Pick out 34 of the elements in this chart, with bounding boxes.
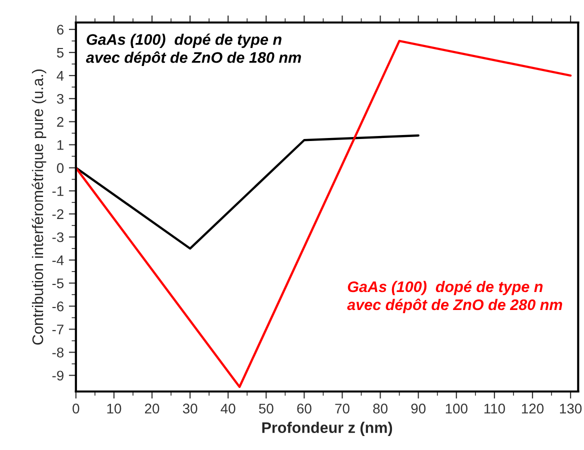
text: GaAs (100) dopé de type n avec dépôt de ZnO de 180 nm [86, 34, 301, 66]
y-tick-label: 2 [57, 117, 64, 127]
x-tick-label: 50 [258, 404, 274, 414]
y-tick-label: 1 [57, 140, 64, 150]
x-tick-label: 110 [484, 404, 505, 414]
y-tick-label: -1 [52, 186, 64, 196]
y-tick-label: -2 [52, 209, 64, 219]
x-tick-label: 0 [72, 404, 80, 414]
y-tick-label: -6 [52, 302, 64, 312]
x-tick-label: 120 [522, 404, 544, 414]
x-tick-label: 80 [373, 404, 388, 414]
y-tick-label: -5 [52, 278, 64, 288]
y-tick-label: -8 [52, 348, 64, 358]
x-tick-label: 70 [335, 404, 350, 414]
y-tick-label: 5 [56, 48, 64, 58]
y-tick-label: -7 [52, 324, 64, 334]
text: GaAs (100) dopé de type n avec dépôt de ZnO de 280 nm [347, 280, 562, 314]
y-tick-label: -4 [52, 256, 64, 266]
x-tick-label: 130 [560, 404, 582, 414]
y-tick-label: -3 [52, 232, 64, 242]
y-axis-title: Contribution interférométrique pure (u.a.) [32, 70, 46, 345]
x-tick-label: 20 [144, 404, 160, 414]
x-tick-label: 40 [220, 404, 236, 414]
x-tick-label: 100 [446, 404, 468, 414]
x-tick-label: 90 [411, 404, 426, 414]
y-tick-label: 0 [56, 163, 64, 173]
y-tick-label: 3 [56, 94, 64, 104]
y-tick-label: 4 [56, 71, 64, 81]
y-tick-label: 6 [57, 24, 64, 35]
x-tick-label: 60 [297, 404, 312, 414]
x-tick-label: 30 [182, 404, 198, 414]
x-axis-title: Profondeur z (nm) [262, 422, 392, 436]
y-tick-label: -9 [52, 370, 64, 381]
x-tick-label: 10 [107, 404, 122, 414]
